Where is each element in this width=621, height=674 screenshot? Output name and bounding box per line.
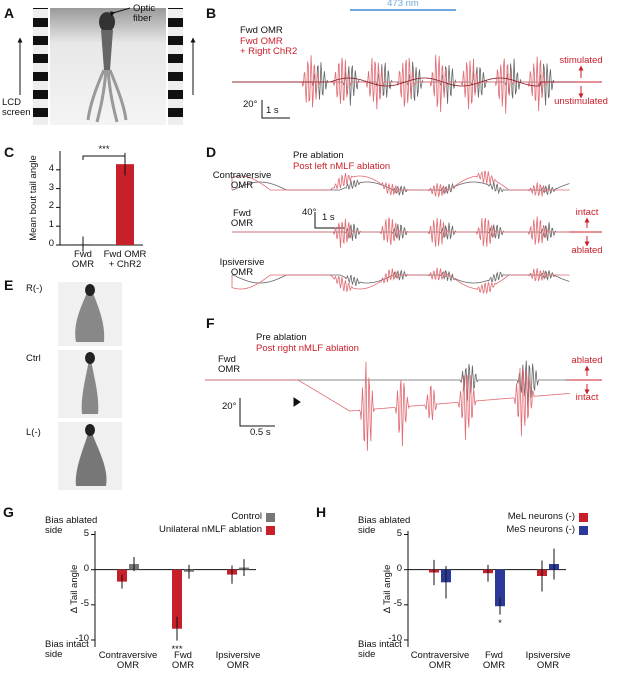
- legend-swatch: [579, 513, 588, 522]
- row-label: Ipsiversive OMR: [219, 257, 265, 279]
- trace-pre: [232, 179, 570, 196]
- x-tick-label: Fwd OMR: [482, 650, 506, 672]
- trace-post: [231, 170, 570, 198]
- panel-letter: C: [4, 144, 15, 160]
- scale-bars: [239, 100, 345, 427]
- y-tick-label: -10: [75, 632, 89, 644]
- bias-label: Bias intact side: [45, 639, 89, 661]
- panel-letter: E: [4, 277, 14, 293]
- trace-post: [232, 216, 570, 248]
- legend-entry: Pre ablation: [293, 150, 344, 161]
- x-tick-label: Fwd OMR: [171, 650, 195, 672]
- significance: ***: [171, 643, 183, 655]
- y-axis-label: Δ Tail angle: [381, 564, 393, 614]
- trace-pre: [232, 269, 570, 287]
- x-tick-label: Ipsiversive OMR: [525, 650, 571, 672]
- y-tick-label: 1: [48, 219, 54, 231]
- x-tick-label: Ipsiversive OMR: [215, 650, 261, 672]
- x-tick-label: Contraversive OMR: [98, 650, 158, 672]
- legend-entry: Unilateral nMLF ablation: [159, 524, 262, 535]
- y-tick-label: 5: [83, 527, 89, 539]
- significance: ***: [98, 144, 110, 155]
- bias-label: Bias intact side: [358, 639, 402, 661]
- y-tick-label: 4: [48, 162, 54, 174]
- side-label: stimulated: [559, 55, 603, 66]
- side-label: ablated: [571, 245, 603, 256]
- scale-label: 1 s: [266, 105, 279, 116]
- y-tick-label: 2: [48, 200, 54, 212]
- legend-entry: Fwd OMR: [240, 25, 283, 36]
- y-tick-label: -10: [388, 632, 402, 644]
- legend-entry: Control: [231, 511, 262, 522]
- side-label: intact: [575, 207, 599, 218]
- row-label: L(-): [26, 427, 41, 438]
- legend-swatch: [266, 526, 275, 535]
- bias-label: Bias ablated side: [45, 515, 98, 537]
- legend-swatch: [579, 526, 588, 535]
- side-label: intact: [575, 392, 599, 403]
- scale-label: 40°: [302, 207, 317, 218]
- legend-entry: MeL neurons (-): [507, 511, 575, 522]
- panel-letter: D: [206, 144, 217, 160]
- row-label: Ctrl: [26, 353, 41, 364]
- fish-photo: [17, 7, 196, 125]
- legend-swatch: [266, 513, 275, 522]
- bar: [116, 164, 134, 245]
- bias-label: Bias ablated side: [358, 515, 411, 537]
- legend-entry: Fwd OMR + Right ChR2: [240, 36, 298, 58]
- y-tick-label: -5: [393, 597, 402, 609]
- trace-post: [231, 267, 570, 294]
- panel-letter: G: [3, 504, 14, 520]
- row-label: Contraversive OMR: [212, 170, 272, 192]
- side-label: unstimulated: [554, 96, 608, 107]
- scale-label: 20°: [243, 99, 258, 110]
- x-tick-label: Fwd OMR + ChR2: [103, 249, 147, 271]
- y-tick-label: 0: [48, 238, 54, 249]
- fish-images: [58, 282, 122, 490]
- y-tick-label: 5: [396, 527, 402, 539]
- bar: [495, 569, 505, 607]
- x-tick-label: Contraversive OMR: [410, 650, 470, 672]
- trace-post: [232, 54, 575, 114]
- row-label: Fwd OMR: [218, 354, 241, 376]
- legend-entry: MeS neurons (-): [506, 524, 575, 535]
- screen-label: LCD screen: [2, 97, 31, 119]
- y-tick-label: 0: [83, 562, 89, 574]
- side-arrows: [540, 65, 602, 395]
- significance: *: [498, 617, 502, 629]
- trace-pre: [205, 360, 570, 407]
- scale-label: 20°: [222, 401, 237, 412]
- panel-letter: B: [206, 5, 217, 21]
- x-tick-label: Fwd OMR: [71, 249, 95, 271]
- panel-letter: F: [206, 315, 215, 331]
- scale-label: 1 s: [322, 212, 335, 223]
- y-axis-label: Δ Tail angle: [68, 564, 80, 614]
- scale-label: 0.5 s: [250, 427, 271, 438]
- y-axis-label: Mean bout tail angle: [27, 155, 39, 241]
- row-label: R(-): [26, 283, 43, 294]
- row-label: Fwd OMR: [230, 208, 254, 230]
- trace-baseline: [232, 77, 575, 87]
- trace-pre: [232, 222, 570, 241]
- legend-entry: Pre ablation: [256, 332, 307, 343]
- light-label: 473 nm: [387, 0, 419, 9]
- side-label: ablated: [571, 355, 603, 366]
- legend-entry: Post right nMLF ablation: [256, 343, 359, 354]
- y-tick-label: 3: [48, 181, 54, 193]
- bar: [172, 569, 182, 629]
- legend-entry: Post left nMLF ablation: [293, 161, 391, 172]
- trace-post: [205, 361, 570, 451]
- y-tick-label: 0: [396, 562, 402, 574]
- y-tick-label: -5: [80, 597, 89, 609]
- panel-letter: A: [4, 5, 15, 21]
- significance-bracket: [82, 155, 126, 160]
- fiber-label: Optic fiber: [133, 3, 156, 25]
- panel-letter: H: [316, 504, 327, 520]
